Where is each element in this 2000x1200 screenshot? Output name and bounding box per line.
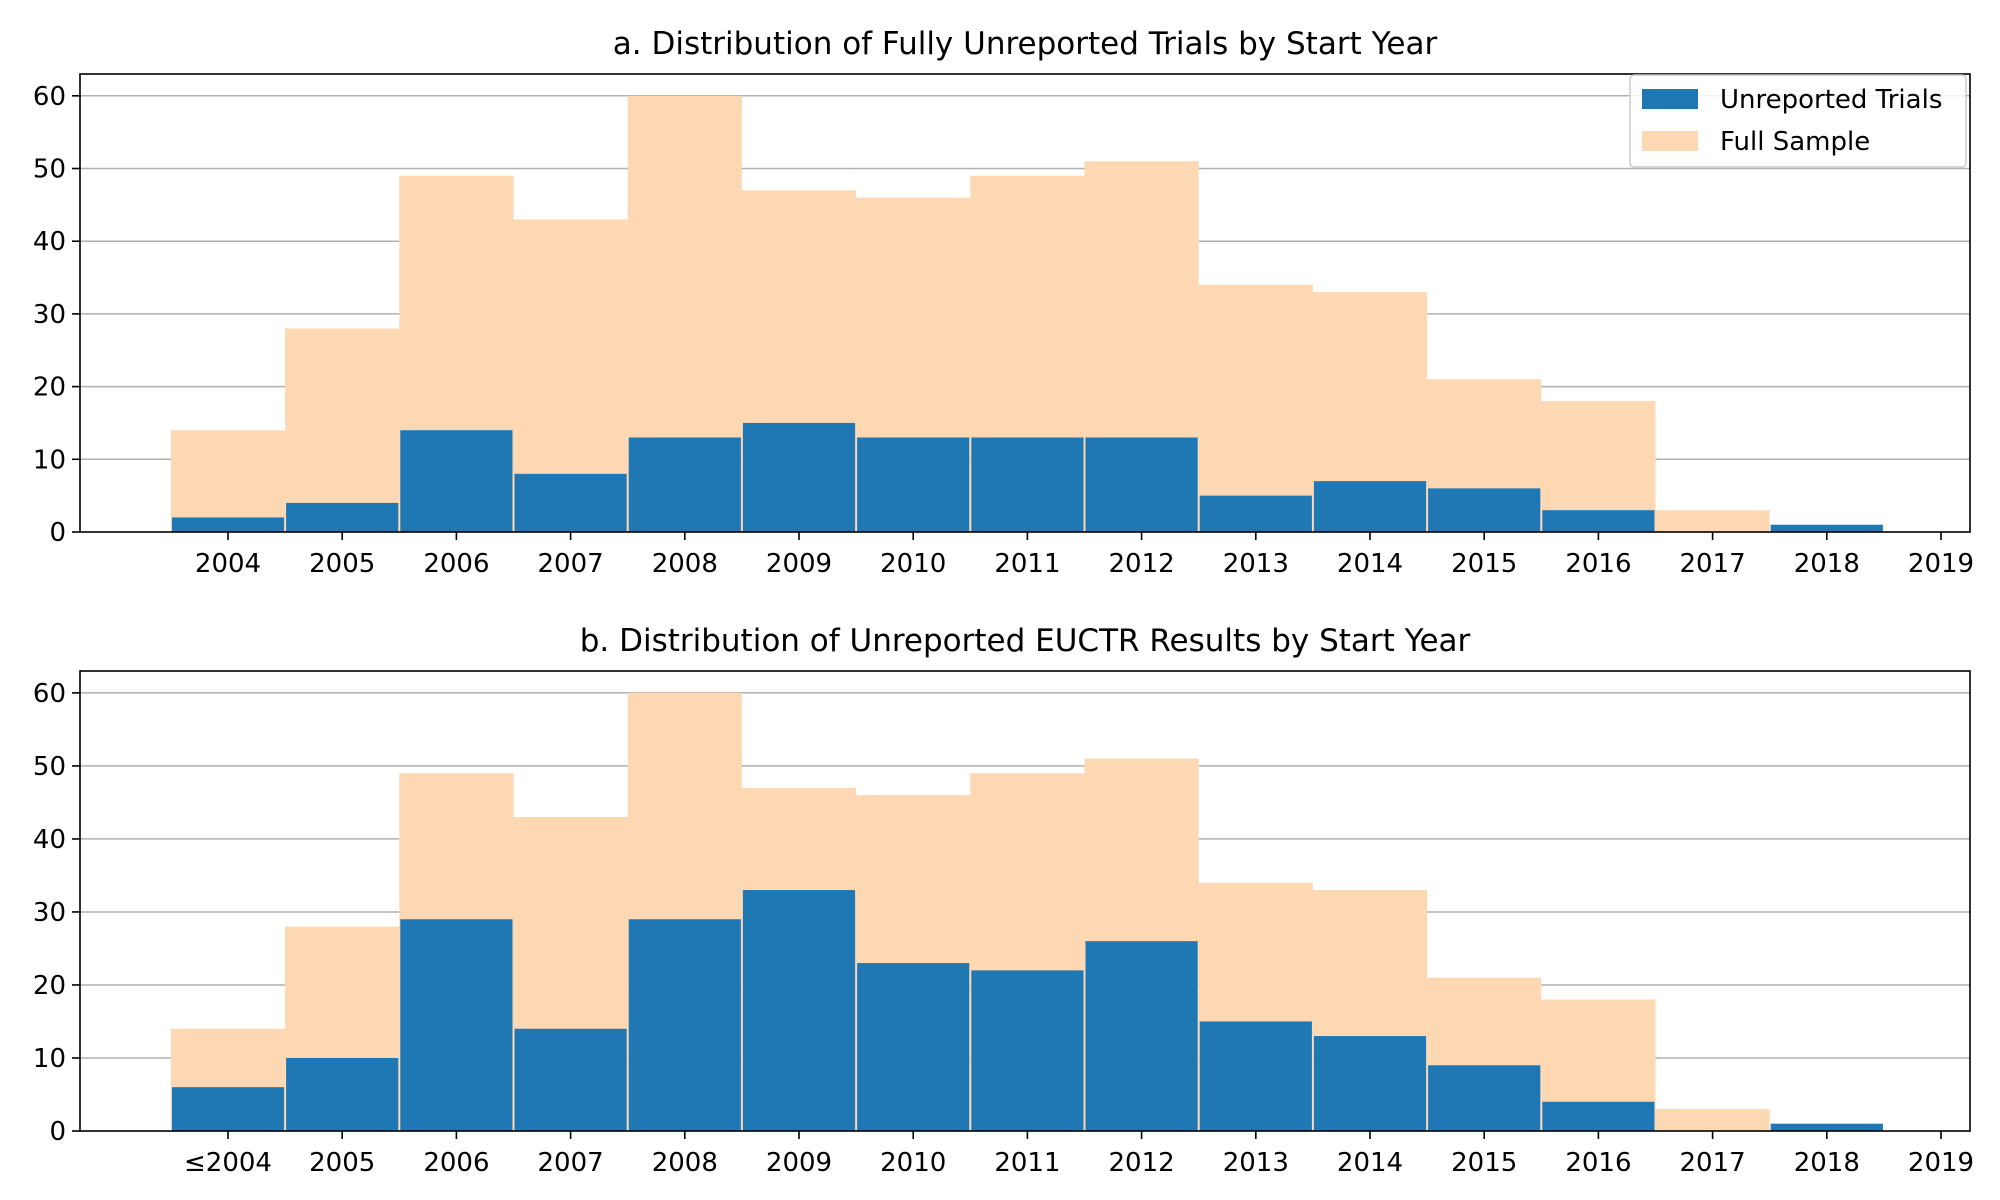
panel-a-bar-unreported [1085, 437, 1198, 532]
panel-b-x-tick-label: 2006 [423, 1148, 489, 1178]
panel-a-bar-full-sample [1198, 284, 1313, 532]
legend-swatch-full-sample [1642, 131, 1698, 151]
panel-a-x-tick-label: 2016 [1565, 549, 1631, 579]
panel-a-bar-unreported [171, 517, 285, 532]
panel-b-y-tick-label: 30 [33, 898, 66, 928]
panel-a-y-tick-label: 20 [33, 373, 66, 403]
panel-b-bar-unreported [1313, 1036, 1427, 1131]
panel-a-x-tick-label: 2018 [1794, 549, 1860, 579]
panel-b-x-tick-label: 2005 [309, 1148, 375, 1178]
panel-b: b. Distribution of Unreported EUCTR Resu… [33, 623, 1974, 1178]
panel-b-x-tick-label: ≤2004 [184, 1148, 272, 1178]
panel-a-x-tick-label: 2004 [195, 549, 261, 579]
legend-label-unreported: Unreported Trials [1720, 85, 1942, 115]
panel-b-x-tick-label: 2007 [538, 1148, 604, 1178]
panel-b-x-tick-label: 2016 [1565, 1148, 1631, 1178]
panel-a-x-tick-label: 2009 [766, 549, 832, 579]
panel-a-bar-unreported [742, 422, 856, 532]
panel-b-x-tick-label: 2011 [994, 1148, 1060, 1178]
panel-b-bar-unreported [971, 970, 1084, 1131]
panel-b-y-tick-label: 50 [33, 752, 66, 782]
panel-a-x-tick-label: 2013 [1223, 549, 1289, 579]
panel-b-x-tick-label: 2010 [880, 1148, 946, 1178]
panel-a-bar-unreported [1428, 488, 1541, 532]
panel-b-bar-full-sample [1655, 1109, 1770, 1131]
panel-a-bar-full-sample [170, 430, 286, 532]
panel-a-bar-unreported [1199, 495, 1312, 532]
panel-a-bar-unreported [1313, 481, 1427, 532]
legend-swatch-unreported [1642, 89, 1698, 109]
panel-b-bar-unreported [286, 1057, 399, 1131]
panel-a-bar-unreported [1770, 524, 1883, 532]
panel-a-axes-frame [79, 73, 1971, 533]
panel-a-x-tick-label: 2006 [423, 549, 489, 579]
panel-a-x-tick-label: 2014 [1337, 549, 1403, 579]
panel-b-y-tick-label: 20 [33, 971, 66, 1001]
legend-label-full-sample: Full Sample [1720, 127, 1870, 157]
panel-a-y-tick-label: 60 [33, 82, 66, 112]
legend-box [1629, 74, 1967, 168]
panel-b-bar-unreported [628, 919, 741, 1131]
panel-a: a. Distribution of Fully Unreported Tria… [33, 26, 1974, 579]
panel-a-x-tick-label: 2019 [1908, 549, 1974, 579]
panel-a-bar-unreported [628, 437, 741, 532]
panel-b-y-tick-label: 60 [33, 679, 66, 709]
panel-a-bar-unreported [971, 437, 1084, 532]
panel-b-y-tick-label: 40 [33, 825, 66, 855]
panel-a-y-tick-label: 50 [33, 155, 66, 185]
panel-a-title: a. Distribution of Fully Unreported Tria… [613, 26, 1438, 62]
panel-b-y-tick-label: 10 [33, 1044, 66, 1074]
panel-a-x-tick-label: 2005 [309, 549, 375, 579]
panel-b-x-tick-label: 2008 [652, 1148, 718, 1178]
legend: Unreported Trials Full Sample [1629, 74, 1967, 168]
panel-b-axes-frame [79, 670, 1971, 1132]
panel-b-x-tick-label: 2009 [766, 1148, 832, 1178]
panel-b-bar-unreported [400, 919, 513, 1131]
panel-b-x-tick-label: 2015 [1451, 1148, 1517, 1178]
panel-a-y-tick-label: 0 [49, 518, 66, 548]
panel-b-bar-unreported [1085, 941, 1198, 1131]
panel-a-bar-unreported [286, 502, 399, 532]
panel-a-y-tick-label: 30 [33, 300, 66, 330]
panel-b-x-tick-label: 2019 [1908, 1148, 1974, 1178]
panel-b-bar-unreported [857, 963, 970, 1131]
panel-a-x-tick-label: 2007 [538, 549, 604, 579]
panel-a-bar-full-sample [1655, 510, 1770, 532]
panel-b-bar-unreported [1770, 1123, 1883, 1131]
panel-a-x-tick-label: 2011 [994, 549, 1060, 579]
panel-b-bar-unreported [171, 1087, 285, 1131]
panel-a-bar-unreported [514, 473, 627, 532]
panel-a-x-tick-label: 2008 [652, 549, 718, 579]
panel-b-bar-unreported [742, 890, 856, 1131]
panel-a-bar-unreported [1542, 510, 1655, 532]
panel-b-bar-unreported [1199, 1021, 1312, 1131]
panel-b-x-tick-label: 2012 [1109, 1148, 1175, 1178]
panel-a-y-tick-label: 10 [33, 445, 66, 475]
panel-b-x-tick-label: 2018 [1794, 1148, 1860, 1178]
panel-a-bar-unreported [400, 430, 513, 532]
panel-a-y-tick-label: 40 [33, 227, 66, 257]
panel-b-x-tick-label: 2014 [1337, 1148, 1403, 1178]
panel-a-bar-full-sample [285, 328, 400, 532]
panel-a-bar-unreported [857, 437, 970, 532]
panel-b-bar-unreported [1542, 1101, 1655, 1131]
panel-b-x-tick-label: 2013 [1223, 1148, 1289, 1178]
panel-a-x-tick-label: 2010 [880, 549, 946, 579]
panel-b-bar-unreported [1428, 1065, 1541, 1131]
panel-b-title: b. Distribution of Unreported EUCTR Resu… [580, 623, 1471, 659]
panel-b-bar-unreported [514, 1028, 627, 1131]
panel-b-y-tick-label: 0 [49, 1117, 66, 1147]
panel-b-x-tick-label: 2017 [1680, 1148, 1746, 1178]
panel-a-x-tick-label: 2017 [1680, 549, 1746, 579]
panel-a-x-tick-label: 2015 [1451, 549, 1517, 579]
panel-a-x-tick-label: 2012 [1109, 549, 1175, 579]
